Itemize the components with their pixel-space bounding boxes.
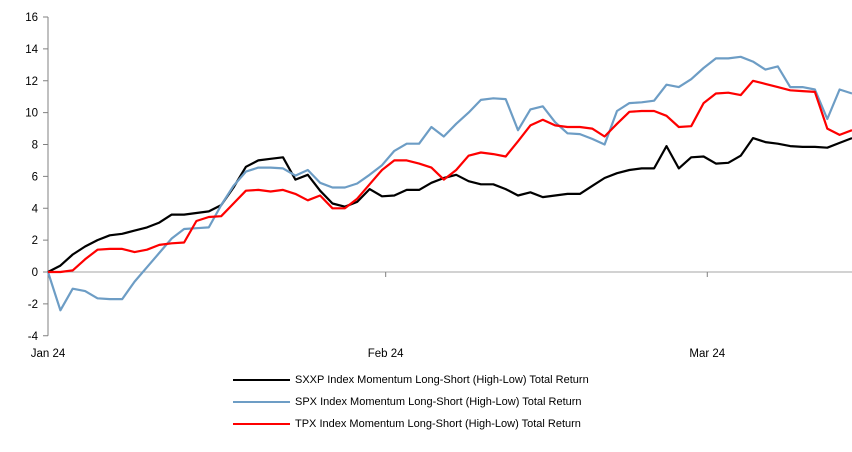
y-tick-label: 0 <box>32 267 38 279</box>
y-tick-label: 16 <box>25 12 38 24</box>
y-tick-label: 10 <box>25 108 38 120</box>
spx-series-line <box>46 55 852 312</box>
tpx-line-swatch <box>233 423 290 425</box>
legend-item-sxxp: SXXP Index Momentum Long-Short (High-Low… <box>233 369 589 391</box>
legend-item-tpx: TPX Index Momentum Long-Short (High-Low)… <box>233 413 589 435</box>
sxxp-line-swatch <box>233 379 290 381</box>
y-tick-label: 14 <box>25 44 38 56</box>
x-tick-label: Feb 24 <box>368 348 404 360</box>
y-tick-label: 2 <box>32 235 38 247</box>
axes-group <box>43 16 852 337</box>
legend-label-spx: SPX Index Momentum Long-Short (High-Low)… <box>295 396 582 408</box>
sxxp-series-line <box>47 137 852 273</box>
y-tick-label: 6 <box>32 171 38 183</box>
x-tick-label: Jan 24 <box>31 348 66 360</box>
y-tick-label: -4 <box>28 331 39 343</box>
axis-labels-group: 16 14 12 10 8 6 4 2 0 -2 -4 Jan 24 Feb 24 Mar 24 <box>25 12 726 360</box>
tpx-series-line <box>48 79 852 274</box>
legend-label-tpx: TPX Index Momentum Long-Short (High-Low)… <box>295 418 581 430</box>
y-tick-label: 12 <box>25 76 38 88</box>
series-group <box>46 55 852 312</box>
y-tick-label: 8 <box>32 140 38 152</box>
y-tick-label: -2 <box>28 299 38 311</box>
legend-item-spx: SPX Index Momentum Long-Short (High-Low)… <box>233 391 589 413</box>
x-tick-label: Mar 24 <box>689 348 725 360</box>
chart-legend: SXXP Index Momentum Long-Short (High-Low… <box>233 369 589 435</box>
y-tick-label: 4 <box>32 203 39 215</box>
legend-label-sxxp: SXXP Index Momentum Long-Short (High-Low… <box>295 374 589 386</box>
spx-line-swatch <box>233 401 290 403</box>
